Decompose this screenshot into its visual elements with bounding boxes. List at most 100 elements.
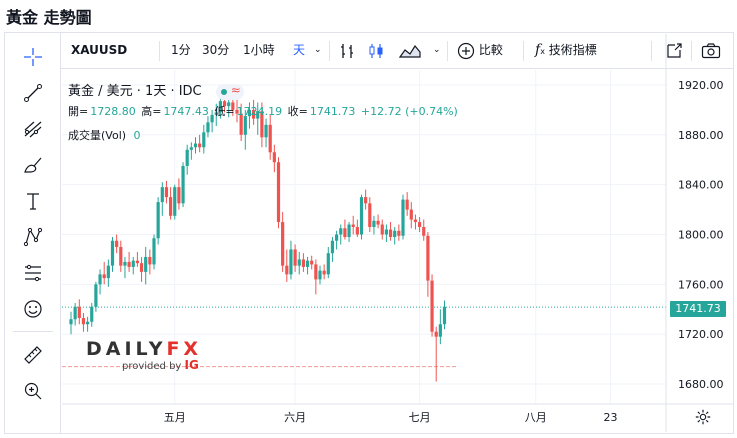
candle (235, 99, 239, 123)
candle (81, 313, 86, 332)
camera-icon[interactable] (701, 33, 721, 68)
candle (388, 222, 393, 241)
candle-style-icon[interactable] (367, 33, 385, 68)
candle-body (156, 202, 160, 239)
candle (169, 187, 173, 220)
interval-1d-button[interactable]: 天 (293, 43, 306, 57)
y-tick-label: 1680.00 (678, 378, 724, 391)
candle (256, 102, 260, 135)
area-style-icon[interactable] (398, 33, 421, 68)
status-dot-icon: ≈ (215, 83, 244, 100)
candle (293, 244, 297, 272)
candle-body (173, 187, 177, 216)
candle (326, 246, 330, 279)
text-icon[interactable] (17, 187, 49, 215)
candle-body (326, 253, 330, 275)
candle-body (438, 324, 442, 337)
candle (227, 97, 231, 118)
candle-body (198, 143, 202, 148)
series-title-text: 黃金 / 美元 · 1天 · IDC (68, 84, 202, 99)
candle-body (293, 249, 297, 266)
trend-line-icon[interactable] (17, 79, 49, 107)
candle-body (376, 220, 380, 225)
candle (384, 224, 388, 242)
candle (426, 232, 430, 297)
x-tick-label: 23 (604, 411, 618, 424)
interval-30m-button[interactable]: 30分 (202, 43, 230, 57)
candle (401, 194, 405, 240)
candle (94, 281, 98, 312)
interval-1h-button[interactable]: 1小時 (243, 43, 275, 57)
emoji-icon[interactable] (17, 295, 49, 323)
candle-body (115, 240, 119, 247)
candle-body (119, 246, 123, 266)
candle-body (384, 229, 388, 235)
gear-icon[interactable] (694, 408, 714, 428)
candle (77, 299, 81, 325)
candle (318, 265, 322, 285)
candle (343, 219, 347, 240)
bar-style-icon[interactable] (339, 33, 357, 68)
logo-brand: DAILY (86, 338, 167, 360)
candle (206, 116, 210, 138)
candle (355, 219, 359, 237)
fib-icon[interactable] (17, 115, 49, 143)
symbol-search-button[interactable]: XAUUSD (71, 43, 128, 57)
candle (418, 217, 422, 233)
candle (314, 259, 318, 295)
y-tick-label: 1760.00 (678, 278, 724, 291)
close-label: 收= (287, 105, 308, 118)
candle-body (227, 102, 231, 107)
compare-button[interactable]: 比較 (457, 33, 503, 68)
indicators-button[interactable]: fx 技術指標 (535, 42, 597, 58)
candle-body (339, 228, 343, 235)
low-label: 低= (214, 105, 235, 118)
candle-body (314, 264, 318, 280)
candle-body (243, 116, 247, 135)
compare-label: 比較 (478, 43, 503, 57)
candle (285, 249, 289, 282)
candle (376, 214, 380, 229)
brush-icon[interactable] (17, 151, 49, 179)
candle (281, 212, 285, 272)
x-tick-label: 五月 (164, 411, 186, 424)
chevron-down-icon[interactable]: ⌄ (433, 45, 441, 55)
zoom-icon[interactable] (17, 377, 49, 405)
candle (393, 227, 397, 245)
candle-body (272, 152, 276, 163)
crosshair-icon[interactable] (17, 43, 49, 71)
candle (210, 109, 214, 133)
candle-body (90, 306, 94, 322)
pattern-icon[interactable] (17, 223, 49, 251)
candle-body (177, 187, 181, 204)
candle (164, 180, 169, 204)
interval-1m-button[interactable]: 1分 (171, 43, 191, 57)
candle (305, 256, 310, 275)
candle (156, 197, 160, 245)
candle-body (426, 235, 430, 281)
fullscreen-icon[interactable] (665, 33, 683, 68)
candle (422, 219, 426, 241)
chevron-down-icon[interactable]: ⌄ (314, 45, 322, 55)
measure-lines-icon[interactable] (17, 259, 49, 287)
candle (152, 234, 156, 270)
candle-body (189, 147, 193, 150)
candle (297, 251, 301, 275)
open-label: 開= (68, 105, 89, 118)
candle-body (364, 197, 368, 204)
candle (260, 102, 264, 148)
candle-body (69, 319, 73, 325)
candle (173, 184, 177, 220)
candle-body (148, 256, 152, 265)
ruler-icon[interactable] (17, 341, 49, 369)
candle (322, 264, 326, 280)
y-tick-label: 1880.00 (678, 129, 724, 142)
candle-body (351, 224, 355, 228)
candle (330, 237, 335, 262)
y-tick-label: 1920.00 (678, 79, 724, 92)
candle-body (347, 224, 351, 237)
candle-body (239, 113, 243, 135)
candle-body (164, 187, 169, 198)
candle (438, 309, 442, 345)
